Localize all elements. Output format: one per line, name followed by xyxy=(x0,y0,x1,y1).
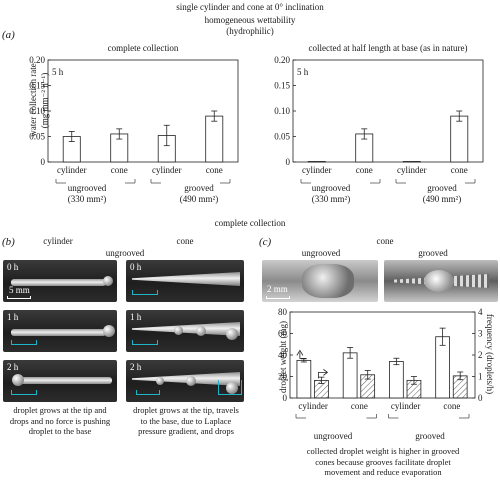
chart-a2-group1-area: (330 mm²) xyxy=(311,194,351,204)
y-tick-label-left: 40 xyxy=(278,350,288,360)
bar-droplet-weight xyxy=(342,352,358,399)
photo-label-grooved: grooved xyxy=(418,248,448,258)
time-label: 0 h xyxy=(130,262,142,272)
cone-photo-2h: 2 h xyxy=(126,360,244,402)
x-tick-label: cone xyxy=(356,165,373,175)
section-title-complete-collection: complete collection xyxy=(214,218,286,228)
photo-label-ungrooved: ungrooved xyxy=(301,248,341,258)
left-axis-arrowhead xyxy=(296,349,304,356)
chart-a1-group2-label: grooved xyxy=(184,183,214,193)
bar xyxy=(402,161,421,163)
x-tick-label: cone xyxy=(451,165,468,175)
grooved-cone-closeup-photo xyxy=(384,260,498,302)
panel-c-title: cone xyxy=(376,236,394,246)
chart-a2-group2-area: (490 mm²) xyxy=(422,194,462,204)
column-label-cone: cone xyxy=(176,236,194,246)
y-tick-label-right: 2 xyxy=(478,350,483,360)
left-axis-arrow xyxy=(299,352,306,359)
chart-c-group1-label: ungrooved xyxy=(313,431,353,441)
bar xyxy=(307,161,326,163)
y-tick-label-right: 4 xyxy=(478,307,483,317)
y-tick-label: 0.20 xyxy=(29,55,45,65)
x-tick-label: cylinder xyxy=(298,401,328,411)
cylinder-photo-1h: 1 h xyxy=(3,310,117,352)
y-tick-label-left: 20 xyxy=(278,372,288,382)
time-label: 1 h xyxy=(7,312,19,322)
y-tick-label-right: 3 xyxy=(478,329,483,339)
chart-a2-group2-label: grooved xyxy=(427,183,457,193)
time-label: 1 h xyxy=(130,312,142,322)
y-tick-label: 0.15 xyxy=(29,81,45,91)
y-tick-label-right: 0 xyxy=(478,393,483,403)
panel-c-caption: collected droplet weight is higher in gr… xyxy=(306,446,460,477)
y-tick-label-left: 80 xyxy=(278,307,288,317)
chart-a1-time-annotation: 5 h xyxy=(52,67,64,77)
cone-description: droplet grows at the tip, travels to the… xyxy=(133,405,239,436)
chart-a1-group1-area: (330 mm²) xyxy=(67,194,107,204)
bar-droplet-weight xyxy=(435,336,450,399)
column-label-cylinder: cylinder xyxy=(43,236,73,246)
x-tick-label: cone xyxy=(351,401,368,411)
time-label: 2 h xyxy=(130,362,142,372)
chart-complete-collection: 0 0.05 0.10 0.15 0.20 cylinder cone cylinder con… xyxy=(29,55,239,184)
y-tick-label: 0.05 xyxy=(29,132,45,142)
y-tick-label: 0.05 xyxy=(274,132,290,142)
time-label: 2 h xyxy=(7,362,19,372)
y-tick-label: 0.10 xyxy=(29,106,45,116)
cylinder-photo-0h: 0 h 5 mm xyxy=(3,260,117,302)
bar-droplet-weight xyxy=(389,361,404,399)
time-label: 0 h xyxy=(7,262,19,272)
x-tick-label: cylinder xyxy=(302,165,332,175)
chart-a1-group1-label: ungrooved xyxy=(67,183,107,193)
y-tick-label: 0 xyxy=(286,157,291,167)
y-tick-label-right: 1 xyxy=(478,372,483,382)
y-tick-label: 0.20 xyxy=(274,55,290,65)
chart-a1-title: complete collection xyxy=(107,43,179,53)
bar-droplet-weight xyxy=(296,359,312,399)
condition-label-ungrooved: ungrooved xyxy=(105,248,145,258)
chart-a2-group1-label: ungrooved xyxy=(311,183,351,193)
cylinder-photo-2h: 2 h xyxy=(3,360,117,402)
scale-label: 2 mm xyxy=(267,284,288,294)
x-tick-label: cylinder xyxy=(57,165,87,175)
wettability-sublabel: (hydrophilic) xyxy=(226,26,274,36)
panel-b-letter: (b) xyxy=(2,236,15,248)
right-axis-arrow xyxy=(318,371,327,379)
panel-c-letter: (c) xyxy=(259,236,272,248)
y-tick-label: 0.10 xyxy=(274,106,290,116)
x-tick-label: cone xyxy=(206,165,223,175)
panel-a-letter: (a) xyxy=(2,29,15,41)
chart-a2-title: collected at half length at base (as in … xyxy=(308,43,468,53)
chart-c-ylabel-right: frequency (droplets/h) xyxy=(485,313,495,395)
chart-c-group2-label: grooved xyxy=(415,431,445,441)
ungrooved-cone-closeup-photo: 2 mm xyxy=(262,260,378,302)
x-tick-label: cylinder xyxy=(391,401,421,411)
chart-a1-group2-area: (490 mm²) xyxy=(179,194,219,204)
scale-label: 5 mm xyxy=(9,285,30,295)
x-tick-label: cone xyxy=(111,165,128,175)
wettability-label: homogeneous wettability xyxy=(204,15,296,25)
y-tick-label: 0 xyxy=(41,157,46,167)
x-tick-label: cylinder xyxy=(397,165,427,175)
cylinder-description: droplet grows at the tip and drops and n… xyxy=(9,405,111,436)
chart-half-length-collection: 0 0.05 0.10 0.15 0.20 cylinder cone cylinder con… xyxy=(274,55,484,184)
cone-photo-0h: 0 h xyxy=(126,260,244,302)
y-tick-label-left: 0 xyxy=(283,393,288,403)
right-axis-arrowhead xyxy=(323,369,329,376)
y-tick-label: 0.15 xyxy=(274,81,290,91)
cone-photo-1h: 1 h xyxy=(126,310,244,352)
x-tick-label: cone xyxy=(443,401,460,411)
x-tick-label: cylinder xyxy=(152,165,182,175)
figure-title: single cylinder and cone at 0° inclinati… xyxy=(176,2,324,12)
chart-a2-time-annotation: 5 h xyxy=(297,67,309,77)
chart-c-ylabel-left: droplet weight (mg) xyxy=(278,321,288,393)
y-tick-label-left: 60 xyxy=(278,329,288,339)
